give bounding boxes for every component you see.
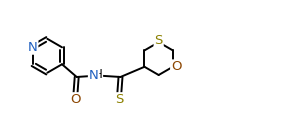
Text: S: S: [115, 93, 123, 106]
Text: N: N: [28, 41, 37, 54]
Text: S: S: [154, 34, 163, 47]
Text: H: H: [93, 68, 102, 81]
Text: O: O: [70, 93, 81, 106]
Text: O: O: [171, 60, 181, 73]
Text: N: N: [89, 69, 99, 82]
